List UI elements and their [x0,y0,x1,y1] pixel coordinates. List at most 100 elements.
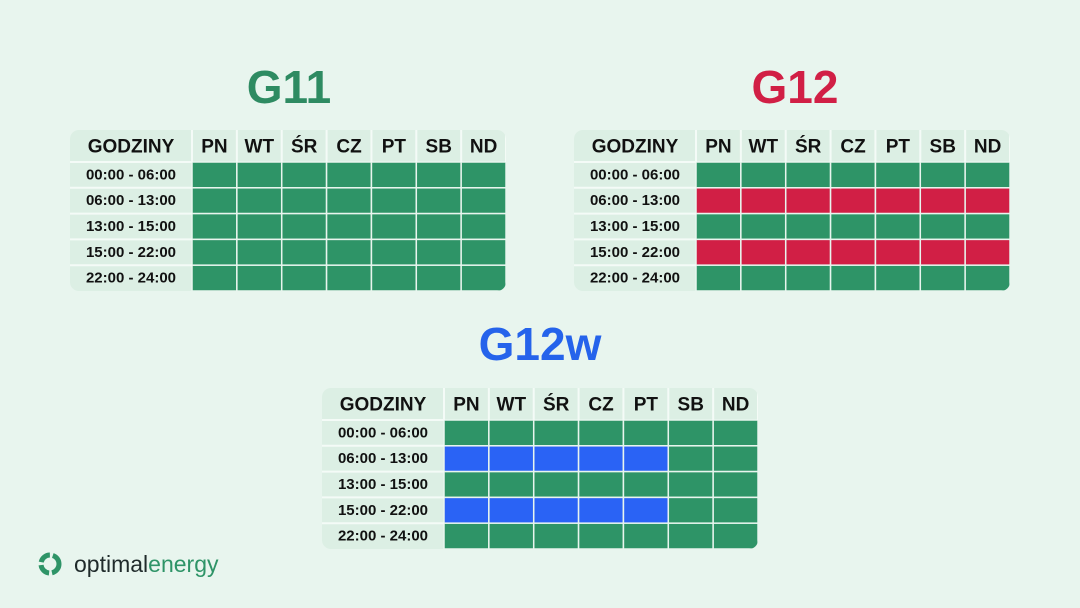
schedule-cell [712,496,759,524]
schedule-cell [532,445,580,473]
schedule-cell [236,161,283,189]
schedule-cell [415,238,462,266]
header-cell: SB [930,137,956,158]
schedule-cell [488,470,535,499]
schedule-cell [191,264,238,291]
schedule-cell [532,470,580,499]
header-cell: GODZINY [88,137,175,158]
header-cell: ŚR [291,136,318,158]
schedule-cell [874,212,922,241]
table-title: G12w [479,318,602,370]
row-label: 13:00 - 15:00 [338,476,428,493]
header-cell: PN [705,137,731,158]
schedule-cell [784,161,832,189]
header-cell: PN [453,395,479,416]
schedule-cell [784,187,832,215]
schedule-cell [577,419,625,447]
row-label: 22:00 - 24:00 [590,270,680,287]
schedule-cell [919,161,966,189]
schedule-cell [532,496,580,524]
tariff-table: G12 GODZINY PN WT ŚR CZ PT SB ND 00:00 - 06:00 06:… [574,61,1011,291]
header-cell: PT [886,137,911,158]
header-cell: WT [497,395,527,416]
schedule-cell [325,187,373,215]
schedule-cell [370,161,418,189]
schedule-cell [443,445,490,473]
row-label: 13:00 - 15:00 [590,218,680,235]
schedule-cell [964,264,1011,291]
schedule-cell [532,419,580,447]
schedule-cell [370,238,418,266]
schedule-cell [415,212,462,241]
header-cell: CZ [588,395,614,416]
schedule-cell [443,522,490,549]
schedule-cell [784,212,832,241]
row-label: 15:00 - 22:00 [590,244,680,261]
schedule-cell [622,445,670,473]
logo-text-1: optimal [74,551,148,577]
schedule-cell [325,161,373,189]
schedule-cell [829,161,877,189]
row-label: 22:00 - 24:00 [338,528,428,545]
schedule-cell [740,238,787,266]
schedule-cell [622,470,670,499]
table-title: G11 [247,61,331,113]
schedule-cell [667,419,714,447]
schedule-cell [712,470,759,499]
schedule-cell [667,470,714,499]
header-cell: GODZINY [340,395,427,416]
row-label: 06:00 - 13:00 [338,450,428,467]
schedule-cell [667,445,714,473]
schedule-cell [415,161,462,189]
header-cell: SB [426,137,452,158]
schedule-cell [370,212,418,241]
schedule-cell [236,212,283,241]
table-body: GODZINY PN WT ŚR CZ PT SB ND 00:00 - 06:00 06:00 … [322,388,759,549]
schedule-cell [964,238,1011,266]
schedule-cell [415,187,462,215]
table-body: GODZINY PN WT ŚR CZ PT SB ND 00:00 - 06:00 06:00 … [70,130,507,291]
table-body: GODZINY PN WT ŚR CZ PT SB ND 00:00 - 06:00 06:00 … [574,130,1011,291]
schedule-cell [919,264,966,291]
schedule-cell [964,212,1011,241]
schedule-cell [577,445,625,473]
header-cell: PT [382,137,407,158]
schedule-cell [712,419,759,447]
schedule-cell [740,161,787,189]
schedule-cell [829,187,877,215]
schedule-cell [460,212,507,241]
header-cell: ND [974,137,1001,158]
schedule-cell [622,496,670,524]
schedule-cell [280,264,328,291]
schedule-cell [460,161,507,189]
schedule-cell [460,264,507,291]
schedule-cell [667,522,714,549]
schedule-cell [443,419,490,447]
header-cell: PT [634,395,659,416]
logo-text-2: energy [148,551,219,577]
schedule-cell [740,212,787,241]
header-cell: SB [678,395,704,416]
schedule-cell [488,522,535,549]
schedule-cell [325,212,373,241]
schedule-cell [695,238,742,266]
row-label: 15:00 - 22:00 [338,502,428,519]
schedule-cell [919,212,966,241]
schedule-cell [577,496,625,524]
schedule-cell [829,238,877,266]
schedule-cell [964,161,1011,189]
header-cell: ND [470,137,497,158]
schedule-cell [874,264,922,291]
schedule-cell [622,522,670,549]
schedule-cell [874,187,922,215]
header-cell: WT [245,137,275,158]
schedule-cell [712,522,759,549]
row-label: 22:00 - 24:00 [86,270,176,287]
header-cell: PN [201,137,227,158]
schedule-cell [740,264,787,291]
schedule-cell [280,212,328,241]
schedule-cell [370,264,418,291]
schedule-cell [191,212,238,241]
